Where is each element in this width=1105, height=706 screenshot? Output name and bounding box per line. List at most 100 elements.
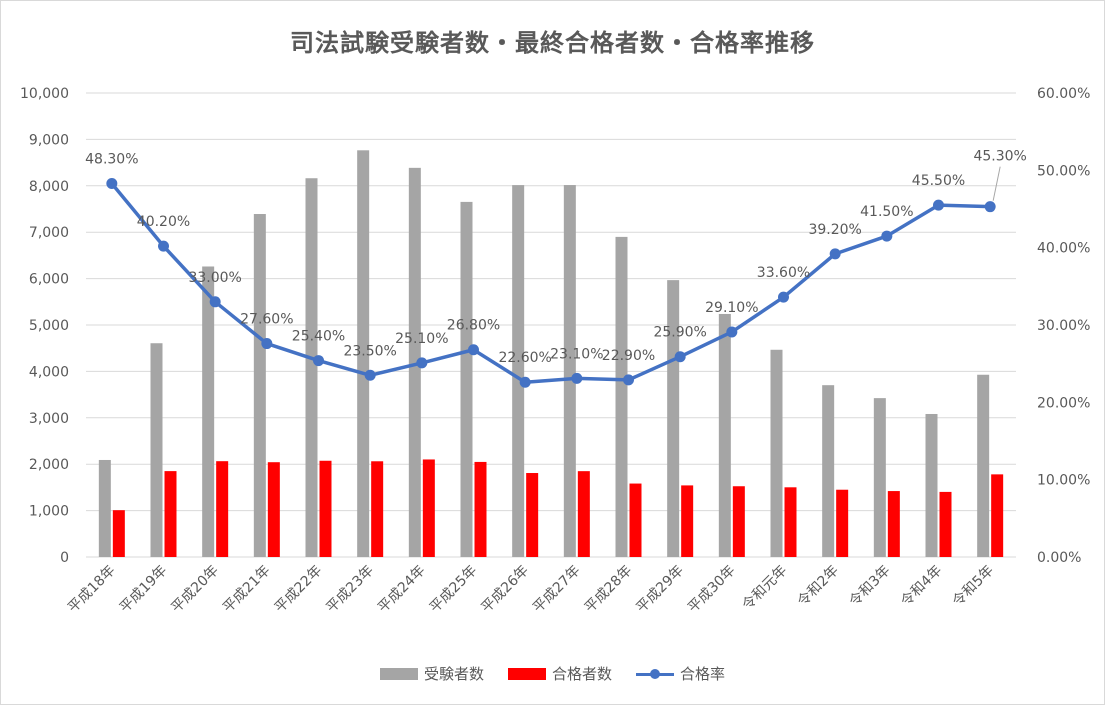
bar-passers: [267, 462, 280, 557]
y-left-tick-label: 4,000: [29, 364, 69, 380]
pass-rate-point: [829, 248, 841, 260]
y-left-tick-label: 6,000: [29, 272, 69, 288]
y-right-tick-label: 60.00%: [1037, 86, 1090, 102]
pass-rate-point: [106, 177, 118, 189]
pass-rate-data-label: 22.60%: [498, 350, 551, 366]
pass-rate-data-label: 25.90%: [653, 325, 706, 341]
legend-item-examinees: 受験者数: [379, 663, 484, 684]
y-right-tick-label: 10.00%: [1037, 473, 1090, 489]
bar-examinees: [253, 214, 266, 557]
pass-rate-point: [261, 338, 273, 350]
bar-passers: [681, 485, 694, 557]
pass-rate-data-label: 22.90%: [602, 348, 655, 364]
pass-rate-data-label: 48.30%: [85, 151, 138, 167]
y-left-tick-label: 2,000: [29, 457, 69, 473]
y-right-tick-label: 0.00%: [1037, 550, 1081, 566]
bar-examinees: [408, 167, 421, 557]
bar-passers: [784, 487, 797, 557]
y-left-tick-label: 3,000: [29, 411, 69, 427]
x-tick-label: 平成27年: [530, 563, 584, 617]
pass-rate-point: [726, 326, 738, 338]
pass-rate-point: [519, 376, 531, 388]
bar-passers: [991, 474, 1004, 557]
pass-rate-point: [364, 369, 376, 381]
pass-rate-point: [416, 357, 428, 369]
pass-rate-data-label: 25.10%: [395, 331, 448, 347]
bar-passers: [577, 471, 590, 557]
x-tick-label: 平成23年: [323, 563, 377, 617]
bar-passers: [939, 491, 952, 557]
bar-passers: [216, 461, 229, 557]
pass-rate-data-label: 23.50%: [343, 343, 396, 359]
x-tick-label: 平成22年: [272, 563, 326, 617]
bar-examinees: [460, 201, 473, 557]
bar-examinees: [150, 343, 163, 557]
x-tick-label: 平成25年: [427, 563, 481, 617]
bar-passers: [112, 510, 125, 557]
x-tick-label: 平成19年: [117, 563, 171, 617]
pass-rate-point: [158, 240, 169, 252]
legend-swatch-passers: [507, 667, 546, 680]
y-right-tick-label: 30.00%: [1037, 318, 1090, 334]
pass-rate-point: [623, 374, 634, 386]
x-tick-label: 平成28年: [582, 563, 636, 617]
x-tick-label: 平成21年: [220, 563, 274, 617]
x-tick-label: 令和2年: [795, 563, 842, 610]
y-left-tick-label: 7,000: [29, 225, 69, 241]
y-right-tick-label: 20.00%: [1037, 395, 1090, 411]
y-left-tick-label: 5,000: [29, 318, 69, 334]
pass-rate-point: [571, 372, 583, 384]
y-right-tick-label: 40.00%: [1037, 241, 1090, 257]
x-tick-label: 平成18年: [65, 563, 119, 617]
pass-rate-data-label: 45.50%: [912, 173, 965, 189]
bar-examinees: [770, 349, 783, 557]
pass-rate-point: [933, 199, 944, 211]
legend-label-pass-rate: 合格率: [680, 665, 726, 683]
bar-examinees: [357, 150, 370, 557]
x-tick-label: 平成29年: [633, 563, 687, 617]
pass-rate-point: [881, 230, 893, 242]
pass-rate-point: [674, 351, 686, 363]
x-tick-label: 令和3年: [846, 563, 893, 610]
pass-rate-point: [209, 296, 221, 308]
bar-passers: [526, 473, 539, 557]
bar-passers: [371, 461, 384, 557]
pass-rate-data-label: 29.10%: [705, 300, 758, 316]
bar-examinees: [822, 385, 835, 557]
bar-passers: [319, 460, 332, 557]
pass-rate-line: [110, 182, 991, 384]
bar-passers: [474, 461, 487, 557]
pass-rate-data-label: 40.20%: [137, 214, 190, 230]
legend-item-passers: 合格者数: [507, 663, 612, 684]
y-left-tick-label: 8,000: [29, 179, 69, 195]
pass-rate-point: [313, 355, 324, 367]
legend-swatch-pass-rate: [636, 668, 674, 680]
y-left-tick-label: 0: [60, 550, 69, 566]
pass-rate-data-label: 33.60%: [757, 265, 810, 281]
bar-passers: [164, 471, 177, 557]
x-tick-label: 平成26年: [478, 563, 532, 617]
legend-label-examinees: 受験者数: [423, 665, 484, 683]
pass-rate-data-label: 33.00%: [188, 270, 241, 286]
pass-rate-data-label: 23.10%: [550, 346, 603, 362]
bar-examinees: [718, 313, 731, 557]
x-tick-label: 平成24年: [375, 563, 429, 617]
chart-title: 司法試験受験者数・最終合格者数・合格率推移: [290, 29, 815, 57]
bar-examinees: [202, 266, 215, 557]
pass-rate-data-label: 25.40%: [292, 329, 345, 345]
bar-examinees: [873, 398, 886, 557]
x-tick-label: 平成30年: [685, 563, 739, 617]
y-left-tick-label: 10,000: [20, 86, 69, 102]
bar-examinees: [925, 413, 938, 557]
bar-examinees: [667, 280, 680, 557]
bar-passers: [732, 486, 745, 557]
pass-rate-point: [468, 344, 479, 356]
bar-passers: [629, 483, 642, 557]
bar-passers: [836, 489, 849, 557]
legend-label-passers: 合格者数: [551, 665, 612, 683]
y-left-tick-label: 9,000: [29, 132, 69, 148]
bar-examinees: [563, 185, 576, 557]
bar-examinees: [98, 459, 111, 557]
